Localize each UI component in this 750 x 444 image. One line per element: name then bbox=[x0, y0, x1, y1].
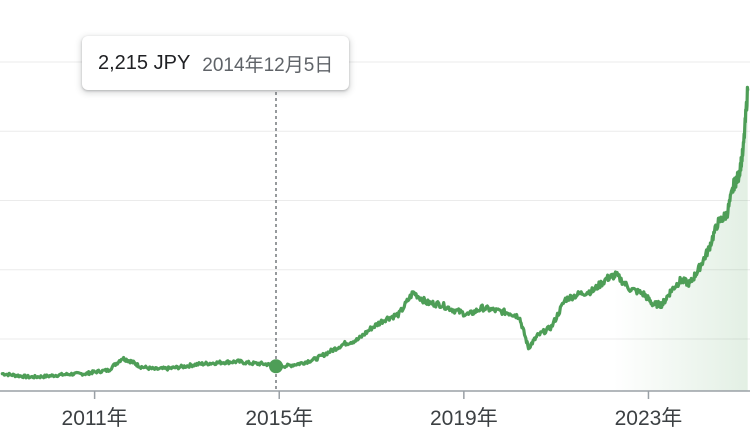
x-tick-label-4: 2023年 bbox=[615, 407, 683, 430]
x-axis: 2011年 2015年 2019年 2023年 bbox=[62, 391, 683, 430]
x-tick-label-3: 2019年 bbox=[430, 407, 498, 430]
tooltip-date: 2014年12月5日 bbox=[202, 54, 334, 76]
price-line[interactable] bbox=[0, 85, 750, 380]
price-area-fill bbox=[2, 87, 748, 392]
price-tooltip: 2,215 JPY 2014年12月5日 bbox=[82, 36, 350, 90]
x-tick-label-2: 2015年 bbox=[245, 407, 313, 430]
tooltip-price: 2,215 JPY bbox=[98, 51, 191, 74]
x-tick-label-1: 2011年 bbox=[62, 407, 128, 430]
hover-point-marker bbox=[269, 359, 283, 374]
